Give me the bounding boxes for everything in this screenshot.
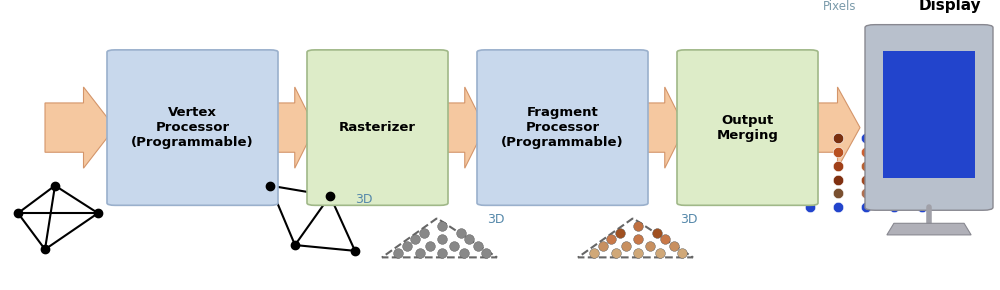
FancyBboxPatch shape xyxy=(865,25,993,210)
Text: Display: Display xyxy=(919,0,981,13)
Text: Rasterizer: Rasterizer xyxy=(339,121,416,134)
Polygon shape xyxy=(45,87,115,168)
Polygon shape xyxy=(810,87,860,168)
Text: 3D: 3D xyxy=(355,193,372,206)
Text: Fragment
Processor
(Programmable): Fragment Processor (Programmable) xyxy=(501,106,624,149)
Polygon shape xyxy=(270,87,315,168)
FancyBboxPatch shape xyxy=(107,50,278,205)
Text: Output
Merging: Output Merging xyxy=(717,114,778,142)
Polygon shape xyxy=(887,223,971,235)
Polygon shape xyxy=(640,87,685,168)
Text: Pixels: Pixels xyxy=(823,0,857,13)
FancyBboxPatch shape xyxy=(307,50,448,205)
FancyBboxPatch shape xyxy=(677,50,818,205)
FancyBboxPatch shape xyxy=(477,50,648,205)
Text: Vertex
Processor
(Programmable): Vertex Processor (Programmable) xyxy=(131,106,254,149)
Text: 3D: 3D xyxy=(487,213,505,226)
Polygon shape xyxy=(440,87,485,168)
Text: 3D: 3D xyxy=(680,213,698,226)
FancyBboxPatch shape xyxy=(883,51,975,178)
